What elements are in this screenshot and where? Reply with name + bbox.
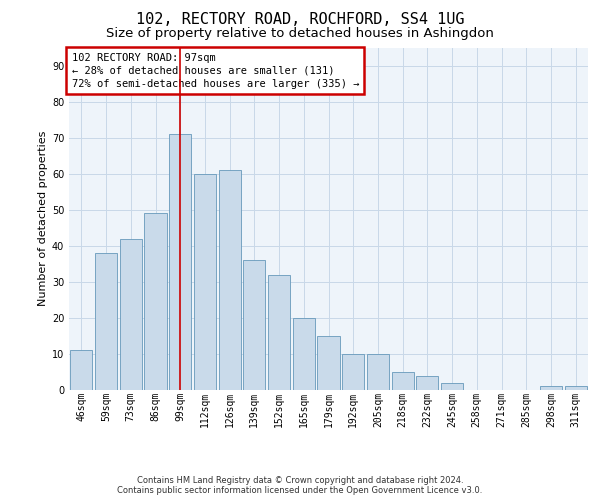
Bar bbox=[119, 238, 142, 390]
Bar bbox=[145, 214, 167, 390]
Bar bbox=[317, 336, 340, 390]
Text: 102 RECTORY ROAD: 97sqm
← 28% of detached houses are smaller (131)
72% of semi-d: 102 RECTORY ROAD: 97sqm ← 28% of detache… bbox=[71, 52, 359, 89]
Bar bbox=[392, 372, 414, 390]
Bar bbox=[268, 274, 290, 390]
Bar bbox=[367, 354, 389, 390]
Bar bbox=[441, 383, 463, 390]
Bar bbox=[243, 260, 265, 390]
Text: Size of property relative to detached houses in Ashingdon: Size of property relative to detached ho… bbox=[106, 28, 494, 40]
Bar bbox=[540, 386, 562, 390]
Bar bbox=[70, 350, 92, 390]
Text: 102, RECTORY ROAD, ROCHFORD, SS4 1UG: 102, RECTORY ROAD, ROCHFORD, SS4 1UG bbox=[136, 12, 464, 28]
Bar bbox=[565, 386, 587, 390]
Bar bbox=[218, 170, 241, 390]
Text: Contains HM Land Registry data © Crown copyright and database right 2024.
Contai: Contains HM Land Registry data © Crown c… bbox=[118, 476, 482, 495]
Y-axis label: Number of detached properties: Number of detached properties bbox=[38, 131, 47, 306]
Bar bbox=[342, 354, 364, 390]
Bar bbox=[194, 174, 216, 390]
Bar bbox=[169, 134, 191, 390]
Bar bbox=[95, 253, 117, 390]
Bar bbox=[293, 318, 315, 390]
Bar bbox=[416, 376, 439, 390]
